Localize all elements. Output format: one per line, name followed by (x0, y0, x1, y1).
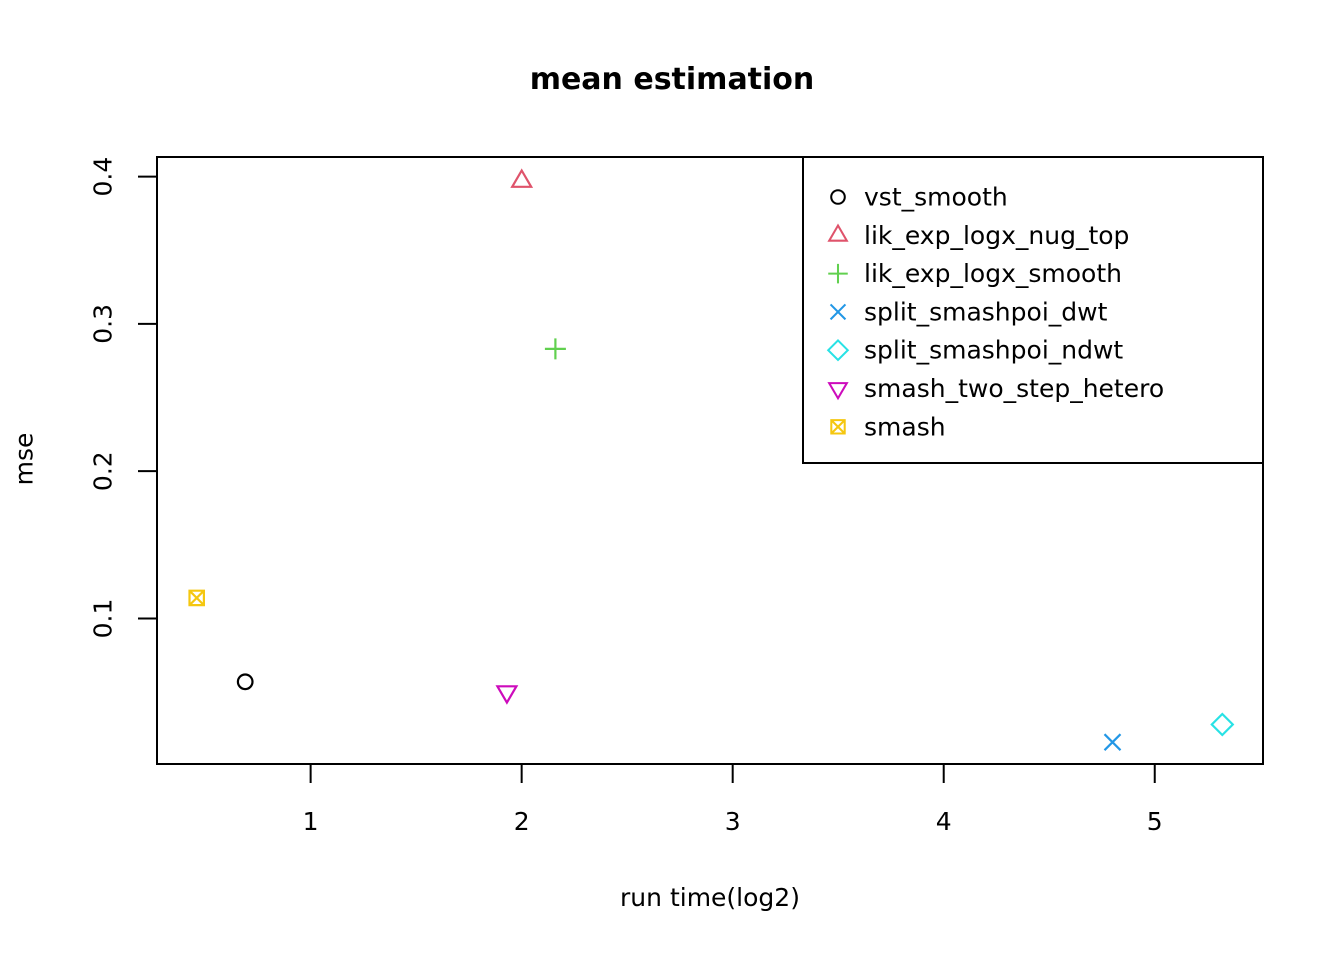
x-tick-label-4: 4 (936, 807, 952, 836)
legend-marker-split_smashpoi_ndwt (826, 338, 850, 362)
y-axis-label: mse (9, 432, 39, 486)
data-point-lik_exp_logx_nug_top (510, 168, 534, 188)
data-point-split_smashpoi_ndwt (1210, 712, 1235, 737)
data-point-smash_two_step_hetero (495, 685, 519, 705)
y-tick-label-0.3: 0.3 (89, 304, 118, 344)
legend-marker-lik_exp_logx_smooth (828, 263, 848, 284)
legend-label-split_smashpoi_ndwt: split_smashpoi_ndwt (864, 336, 1123, 365)
x-tick-label-1: 1 (303, 807, 319, 836)
y-tick-label-0.4: 0.4 (89, 157, 118, 197)
legend-label-vst_smooth: vst_smooth (864, 183, 1008, 212)
y-tick-label-0.1: 0.1 (89, 599, 118, 639)
data-point-lik_exp_logx_smooth (544, 338, 566, 360)
chart-title: mean estimation (529, 62, 815, 97)
data-point-split_smashpoi_dwt (1103, 733, 1122, 751)
legend-marker-smash (830, 419, 846, 435)
legend-label-split_smashpoi_dwt: split_smashpoi_dwt (864, 297, 1108, 326)
x-tick-label-2: 2 (514, 807, 530, 836)
x-tick-label-3: 3 (725, 807, 741, 836)
data-point-smash (188, 589, 205, 607)
legend-label-lik_exp_logx_nug_top: lik_exp_logx_nug_top (864, 221, 1129, 250)
legend-label-smash_two_step_hetero: smash_two_step_hetero (864, 374, 1164, 403)
y-tick-label-0.2: 0.2 (89, 451, 118, 491)
data-point-vst_smooth (236, 673, 254, 691)
x-tick-label-5: 5 (1147, 807, 1163, 836)
legend-marker-split_smashpoi_dwt (829, 303, 847, 321)
legend-label-smash: smash (864, 412, 946, 441)
legend-marker-vst_smooth (830, 189, 846, 205)
legend-marker-smash_two_step_hetero (827, 382, 849, 401)
legend-box (802, 156, 1264, 464)
x-axis-label: run time(log2) (620, 883, 800, 912)
legend-label-lik_exp_logx_smooth: lik_exp_logx_smooth (864, 259, 1122, 288)
legend-marker-lik_exp_logx_nug_top (827, 223, 849, 242)
